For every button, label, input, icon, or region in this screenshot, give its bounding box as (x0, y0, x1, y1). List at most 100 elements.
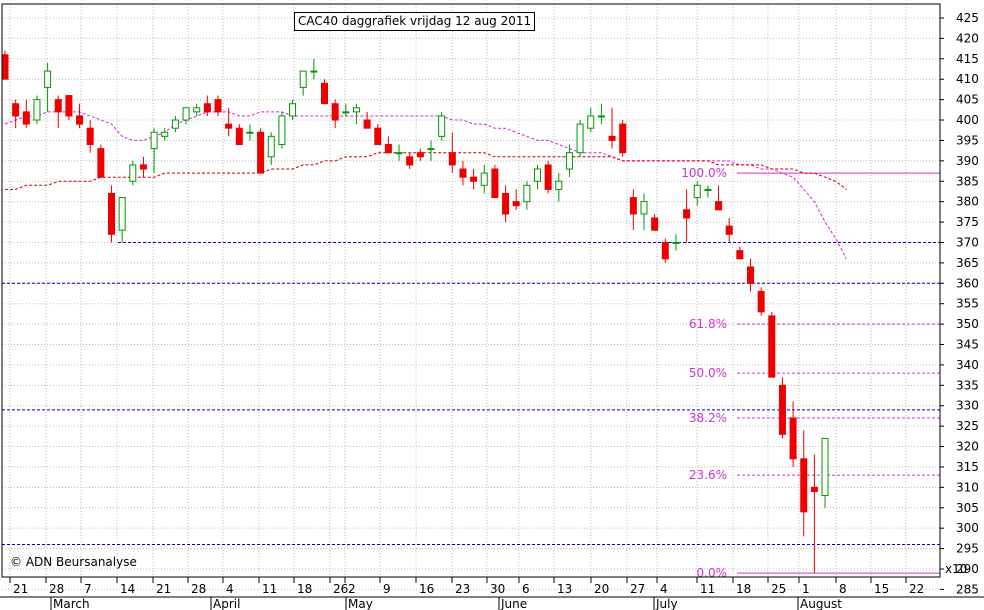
candle-body (459, 168, 467, 178)
fib-level-label: 61.8% (689, 317, 727, 331)
candle (661, 238, 669, 263)
candle (108, 185, 115, 243)
candle-body (214, 99, 222, 113)
candle-body (629, 197, 637, 215)
candle-body (246, 131, 254, 134)
candle (289, 99, 297, 121)
candle-body (171, 119, 179, 129)
candle (523, 181, 531, 210)
candle (608, 107, 616, 149)
candle (715, 185, 723, 211)
x-day-label: 27 (630, 582, 645, 596)
candle (416, 148, 424, 161)
moving-averages (4, 111, 847, 260)
x-day-label: 1 (802, 582, 810, 596)
candle-body (534, 168, 541, 182)
y-tick-label: 305 (956, 501, 979, 515)
x-day-label: 9 (383, 582, 391, 596)
candle-body (448, 152, 456, 166)
candle (672, 234, 680, 251)
candle (54, 95, 62, 129)
candle-body (97, 148, 105, 178)
candle-body (150, 131, 158, 150)
candle-body (747, 266, 754, 284)
x-day-label: 25 (771, 582, 786, 596)
candle-body (491, 168, 499, 199)
x-day-label: 11 (262, 582, 277, 596)
x-day-label: 13 (557, 582, 572, 596)
x-day-label: 28 (49, 582, 64, 596)
candle (171, 115, 179, 133)
candle-body (406, 156, 414, 166)
candle-body (321, 82, 328, 105)
candle (246, 124, 254, 141)
fib-level-label: 50.0% (689, 366, 727, 380)
candle (97, 144, 105, 178)
x-day-label: 16 (419, 582, 434, 596)
candle (193, 103, 201, 116)
candle-body (225, 123, 233, 129)
y-tick-label: 345 (956, 338, 979, 352)
candle-body (651, 217, 659, 231)
x-month-label: May (348, 597, 373, 610)
candle (321, 79, 328, 105)
x-day-label: 6 (522, 582, 530, 596)
candle (1, 50, 9, 80)
x-day-label: 4 (660, 582, 668, 596)
y-tick-label: 370 (956, 235, 979, 249)
candle (129, 160, 137, 186)
candle-body (757, 290, 765, 313)
scale-note: x10 (945, 562, 967, 576)
y-tick-label: 360 (956, 276, 979, 290)
x-day-label: 7 (84, 582, 92, 596)
candle-body (523, 184, 531, 203)
candle (800, 430, 808, 537)
x-axis: 21 28 7 14 21 28 4 11 18 26 2 9 16 23 30 6 13 20 27 4 11 18 25… (9, 577, 924, 610)
y-axis: 285 290 295 300 305 310 315 320 325 330 335 340 345 3… (940, 11, 979, 596)
y-tick-label: 315 (956, 460, 979, 474)
candle-body (1, 54, 9, 80)
candle-body (715, 201, 723, 211)
candle-body (374, 127, 382, 146)
candle-body (129, 164, 137, 182)
candle (810, 454, 818, 574)
y-tick-label: 390 (956, 154, 979, 168)
x-day-label: 15 (874, 582, 889, 596)
candle-body (384, 144, 392, 154)
candle-body (108, 193, 115, 235)
x-day-label: 22 (909, 582, 924, 596)
x-month-label: August (800, 597, 842, 610)
candle-body (544, 164, 552, 190)
candle (161, 128, 169, 141)
candle-body (193, 107, 201, 113)
y-tick-label: 325 (956, 419, 979, 433)
candle-body (331, 103, 339, 121)
candle-body (576, 123, 584, 154)
x-month-label: March (53, 597, 90, 610)
candles (1, 50, 829, 574)
candle (352, 103, 360, 125)
copyright-notice: © ADN Beursanalyse (10, 555, 137, 569)
candle-body (33, 99, 41, 121)
candle-body (661, 241, 669, 260)
candle-body (363, 119, 371, 129)
candle (310, 58, 318, 80)
candle (565, 144, 573, 178)
x-day-label: 4 (226, 582, 234, 596)
moving-average-line (4, 111, 847, 260)
y-tick-label: 425 (956, 11, 979, 25)
y-tick-label: 285 (956, 582, 979, 596)
candle (651, 213, 659, 231)
candle (182, 107, 190, 125)
x-day-label: 28 (191, 582, 206, 596)
candle-body (778, 384, 786, 435)
candle (214, 95, 222, 116)
fibonacci-levels: 100.0% 61.8% 50.0% 38.2% 23.6% 0.0% (681, 166, 940, 580)
candle (12, 99, 20, 129)
candle (86, 120, 94, 153)
candle (342, 103, 350, 116)
y-tick-label: 410 (956, 72, 979, 86)
y-tick-label: 405 (956, 93, 979, 107)
candle (438, 111, 446, 141)
